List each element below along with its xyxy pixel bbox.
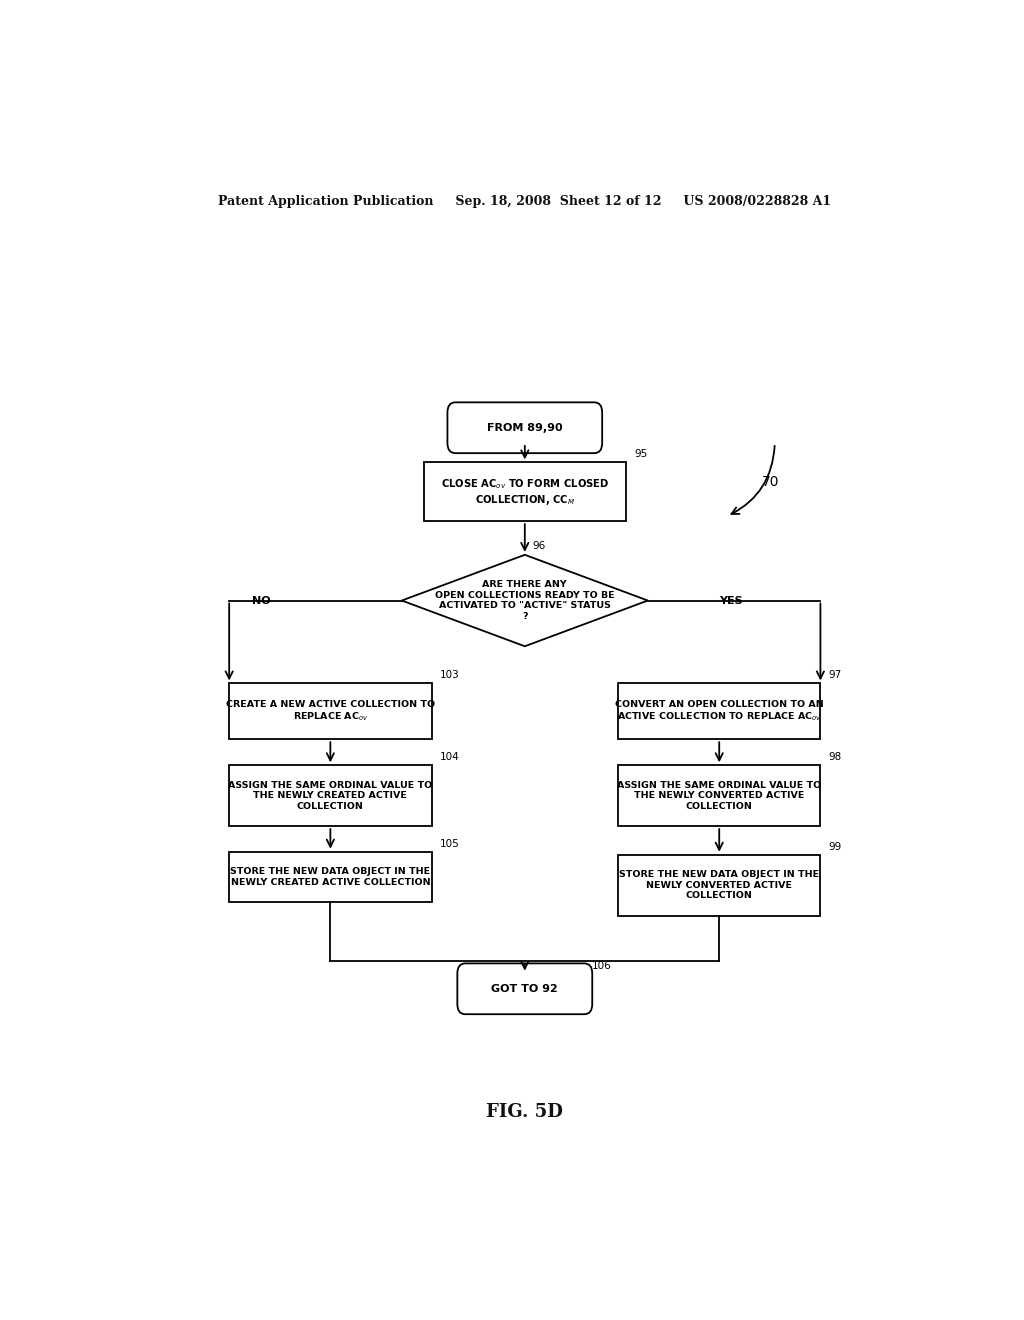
FancyArrowPatch shape [731,446,774,513]
Text: STORE THE NEW DATA OBJECT IN THE
NEWLY CONVERTED ACTIVE
COLLECTION: STORE THE NEW DATA OBJECT IN THE NEWLY C… [620,870,819,900]
Text: FROM 89,90: FROM 89,90 [487,422,562,433]
Bar [618,766,820,826]
Bar [229,851,431,903]
Text: 97: 97 [828,671,842,680]
Text: 104: 104 [439,752,459,762]
Bar [618,684,820,739]
Text: 96: 96 [532,541,546,550]
Text: NO: NO [252,595,270,606]
Text: CLOSE AC$_{ov}$ TO FORM CLOSED
COLLECTION, CC$_M$: CLOSE AC$_{ov}$ TO FORM CLOSED COLLECTIO… [440,477,609,507]
Text: 105: 105 [439,838,459,849]
FancyBboxPatch shape [447,403,602,453]
Text: 99: 99 [828,842,842,851]
Bar [424,462,626,521]
Text: 70: 70 [762,475,779,488]
Text: GOT TO 92: GOT TO 92 [492,983,558,994]
Text: 95: 95 [634,449,647,459]
FancyBboxPatch shape [458,964,592,1014]
Text: 98: 98 [828,752,842,762]
Bar [229,684,431,739]
Text: Patent Application Publication     Sep. 18, 2008  Sheet 12 of 12     US 2008/022: Patent Application Publication Sep. 18, … [218,194,831,207]
Text: STORE THE NEW DATA OBJECT IN THE
NEWLY CREATED ACTIVE COLLECTION: STORE THE NEW DATA OBJECT IN THE NEWLY C… [230,867,430,887]
Text: ASSIGN THE SAME ORDINAL VALUE TO
THE NEWLY CONVERTED ACTIVE
COLLECTION: ASSIGN THE SAME ORDINAL VALUE TO THE NEW… [617,781,821,810]
Polygon shape [401,554,648,647]
Text: ASSIGN THE SAME ORDINAL VALUE TO
THE NEWLY CREATED ACTIVE
COLLECTION: ASSIGN THE SAME ORDINAL VALUE TO THE NEW… [228,781,432,810]
Text: CREATE A NEW ACTIVE COLLECTION TO
REPLACE AC$_{ov}$: CREATE A NEW ACTIVE COLLECTION TO REPLAC… [226,700,435,723]
Text: CONVERT AN OPEN COLLECTION TO AN
ACTIVE COLLECTION TO REPLACE AC$_{ov}$: CONVERT AN OPEN COLLECTION TO AN ACTIVE … [614,700,823,723]
Text: ARE THERE ANY
OPEN COLLECTIONS READY TO BE
ACTIVATED TO "ACTIVE" STATUS
?: ARE THERE ANY OPEN COLLECTIONS READY TO … [435,581,614,620]
Bar [229,766,431,826]
Text: 106: 106 [592,961,612,970]
Text: YES: YES [719,595,742,606]
Bar [618,854,820,916]
Text: 103: 103 [439,671,459,680]
Text: FIG. 5D: FIG. 5D [486,1102,563,1121]
